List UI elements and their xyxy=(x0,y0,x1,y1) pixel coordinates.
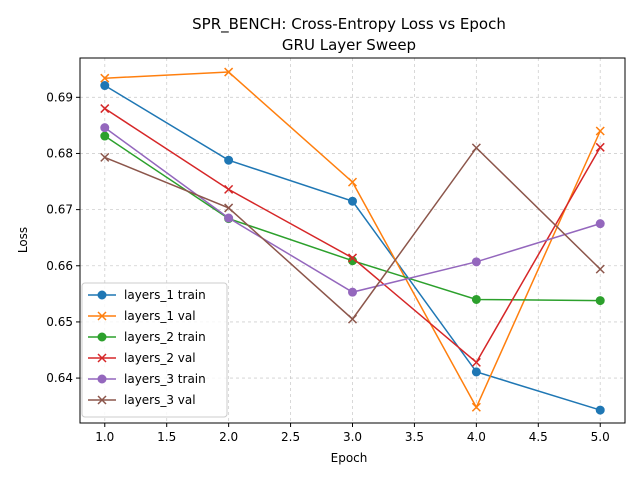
series-1 xyxy=(100,81,605,415)
legend-item: layers_3 train xyxy=(88,372,206,386)
legend-marker xyxy=(97,332,107,342)
x-tick-label: 3.0 xyxy=(343,430,362,444)
legend-marker xyxy=(97,311,107,321)
data-point xyxy=(595,405,605,415)
legend-item: layers_2 train xyxy=(88,330,206,344)
series-4 xyxy=(100,104,605,367)
y-axis-label: Loss xyxy=(16,227,30,253)
data-point xyxy=(595,219,605,229)
chart-subtitle: GRU Layer Sweep xyxy=(282,36,416,54)
y-axis: 0.64 0.65 0.66 0.67 0.68 0.69 xyxy=(46,90,80,385)
data-point xyxy=(595,126,605,136)
series-2 xyxy=(100,67,605,412)
legend-label: layers_1 val xyxy=(124,309,196,323)
data-point xyxy=(471,357,481,367)
series-6 xyxy=(100,143,605,324)
y-tick-label: 0.66 xyxy=(46,259,73,273)
y-tick-label: 0.69 xyxy=(46,90,73,104)
data-point xyxy=(100,123,110,133)
x-tick-label: 4.0 xyxy=(467,430,486,444)
legend-item: layers_1 train xyxy=(88,288,206,302)
data-point xyxy=(347,253,358,263)
data-point xyxy=(224,155,234,165)
data-point xyxy=(595,264,605,274)
data-point xyxy=(100,104,110,114)
data-point xyxy=(224,184,234,194)
y-tick-label: 0.67 xyxy=(46,203,73,217)
data-point xyxy=(595,296,605,306)
legend-label: layers_2 val xyxy=(124,351,196,365)
data-point xyxy=(471,367,481,377)
x-axis-label: Epoch xyxy=(331,451,368,465)
series-5 xyxy=(100,123,605,297)
legend-box xyxy=(81,282,228,418)
legend-label: layers_3 val xyxy=(124,393,196,407)
data-point xyxy=(347,177,358,187)
data-point xyxy=(471,294,481,304)
data-point xyxy=(471,257,481,267)
legend-marker xyxy=(97,395,107,405)
data-point xyxy=(100,81,110,91)
data-point xyxy=(100,131,110,141)
x-tick-label: 4.5 xyxy=(529,430,548,444)
series-group xyxy=(100,67,605,415)
y-tick-label: 0.68 xyxy=(46,146,73,160)
legend-item: layers_3 val xyxy=(88,393,196,407)
x-tick-label: 1.5 xyxy=(157,430,176,444)
legend-marker xyxy=(97,353,107,363)
legend: layers_1 train layers_1 val layers_2 train… xyxy=(81,282,228,418)
data-point xyxy=(100,73,110,83)
data-point xyxy=(224,213,234,223)
legend-item: layers_1 val xyxy=(88,309,196,323)
x-tick-label: 1.0 xyxy=(95,430,114,444)
data-point xyxy=(471,143,481,153)
y-tick-label: 0.65 xyxy=(46,315,73,329)
x-tick-label: 2.0 xyxy=(219,430,238,444)
data-point xyxy=(471,402,481,412)
series-3 xyxy=(100,131,605,306)
x-tick-label: 2.5 xyxy=(281,430,300,444)
legend-label: layers_3 train xyxy=(124,372,206,386)
legend-marker xyxy=(97,374,107,384)
legend-item: layers_2 val xyxy=(88,351,196,365)
data-point xyxy=(224,203,234,213)
x-tick-label: 5.0 xyxy=(591,430,610,444)
legend-label: layers_1 train xyxy=(124,288,206,302)
data-point xyxy=(100,152,110,162)
legend-marker xyxy=(97,290,107,300)
x-tick-label: 3.5 xyxy=(405,430,424,444)
data-point xyxy=(347,314,358,324)
legend-label: layers_2 train xyxy=(124,330,206,344)
data-point xyxy=(595,142,605,152)
chart-title: SPR_BENCH: Cross-Entropy Loss vs Epoch xyxy=(192,15,506,34)
data-point xyxy=(348,196,357,206)
x-axis: 1.0 1.5 2.0 2.5 3.0 3.5 4.0 4.5 5.0 xyxy=(95,423,610,444)
data-point xyxy=(224,67,234,77)
y-tick-label: 0.64 xyxy=(46,371,73,385)
data-point xyxy=(348,287,357,297)
